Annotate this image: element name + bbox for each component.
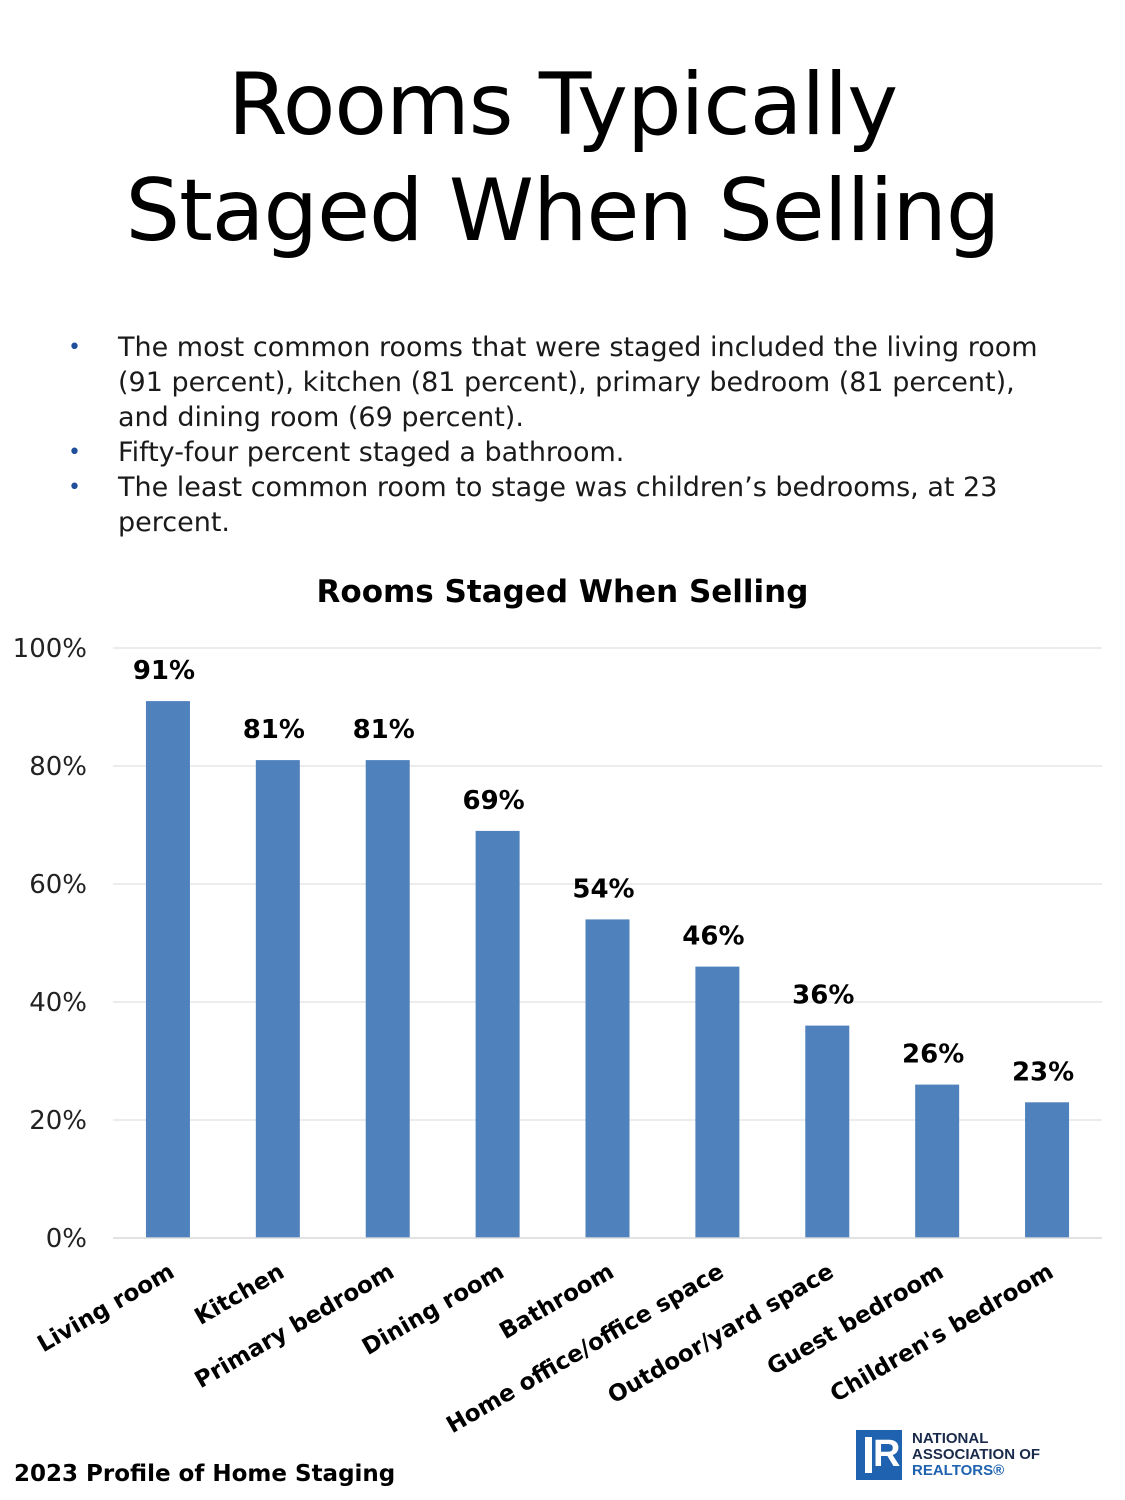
logo-line-2: ASSOCIATION OF (912, 1446, 1041, 1463)
summary-bullet: • The most common rooms that were staged… (68, 330, 1068, 435)
y-tick-label: 80% (29, 752, 87, 782)
summary-bullet-list: • The most common rooms that were staged… (68, 330, 1068, 540)
summary-bullet-text: The least common room to stage was child… (118, 472, 998, 538)
realtor-r-logo-icon: R (856, 1430, 902, 1480)
bullet-icon: • (68, 440, 81, 465)
data-label: 26% (902, 1040, 964, 1070)
data-label: 69% (462, 786, 524, 816)
logo-text: NATIONAL ASSOCIATION OF REALTORS® (912, 1431, 1040, 1479)
data-label: 54% (572, 874, 634, 904)
y-tick-label: 0% (46, 1224, 87, 1254)
bullet-icon: • (68, 475, 81, 500)
bar (1025, 1102, 1070, 1238)
logo-line-3: REALTORS® (912, 1462, 1005, 1479)
logo-line-1: NATIONAL (912, 1430, 989, 1447)
chart-title: Rooms Staged When Selling (316, 574, 809, 610)
data-label: 46% (682, 922, 744, 952)
data-label: 36% (792, 981, 854, 1011)
y-tick-label: 100% (13, 634, 87, 664)
summary-bullet-text: The most common rooms that were staged i… (118, 332, 1038, 433)
bar (805, 1025, 850, 1238)
bar (585, 919, 630, 1238)
bar (695, 966, 740, 1238)
y-tick-label: 40% (29, 988, 87, 1018)
data-label: 81% (243, 715, 305, 745)
x-tick-label: Primary bedroom (191, 1259, 399, 1394)
summary-bullet: • The least common room to stage was chi… (68, 470, 1068, 540)
bar (475, 830, 520, 1238)
bullet-icon: • (68, 335, 81, 360)
x-tick-label: Living room (33, 1259, 179, 1358)
data-label: 81% (353, 715, 415, 745)
data-label: 23% (1012, 1057, 1074, 1087)
y-tick-label: 60% (29, 870, 87, 900)
page-title-line-2: Staged When Selling (125, 161, 1000, 261)
bar (255, 760, 300, 1238)
data-label: 91% (133, 656, 195, 686)
bar (915, 1084, 960, 1238)
summary-bullet-text: Fifty-four percent staged a bathroom. (118, 437, 625, 468)
y-tick-label: 20% (29, 1106, 87, 1136)
x-tick-label: Kitchen (190, 1259, 288, 1331)
footer-source: 2023 Profile of Home Staging (14, 1461, 396, 1487)
summary-bullet: • Fifty-four percent staged a bathroom. (68, 435, 1068, 470)
logo-mark-letter: R (873, 1433, 901, 1475)
x-tick-label: Guest bedroom (763, 1259, 948, 1381)
bar (145, 701, 190, 1238)
bar (365, 760, 410, 1238)
bar-chart: 0% 20% 40% 60% 80% 100% 91% Living room 81% Kitch… (13, 634, 1102, 1439)
page-title: Rooms Typically Staged When Selling (0, 52, 1125, 264)
page-title-line-1: Rooms Typically (227, 55, 898, 155)
nar-logo: R NATIONAL ASSOCIATION OF REALTORS® (856, 1430, 1106, 1485)
